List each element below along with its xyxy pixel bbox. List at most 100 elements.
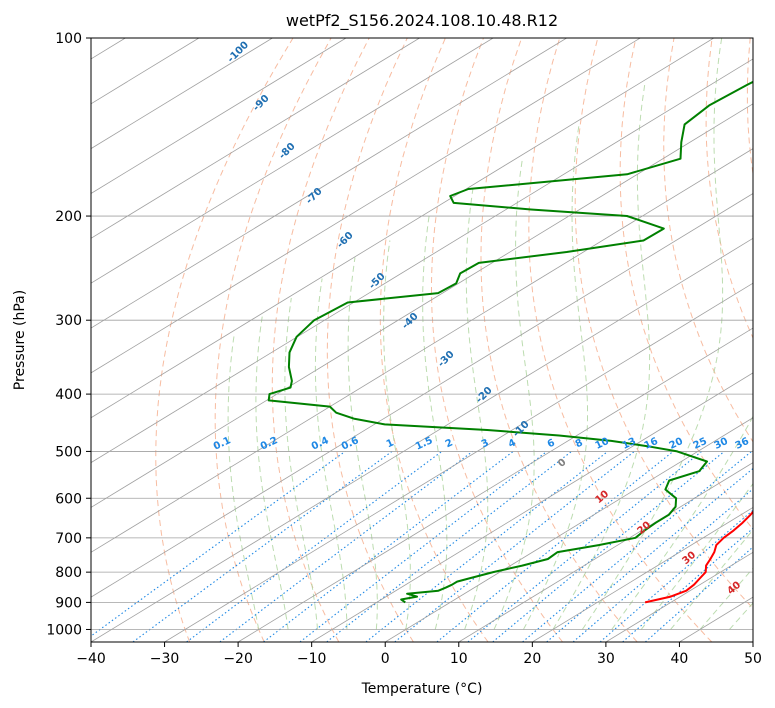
mixing-ratio-label: 0.6 bbox=[340, 435, 361, 452]
mixing-ratio-label: 2 bbox=[444, 437, 455, 450]
mixing-ratio-label: 4 bbox=[507, 437, 518, 450]
mixing-ratio-line bbox=[522, 450, 752, 642]
mixing-ratio-line bbox=[644, 546, 753, 642]
isotherm-line bbox=[91, 148, 753, 553]
y-tick-label: 700 bbox=[55, 531, 82, 547]
mixing-ratio-line bbox=[132, 450, 393, 642]
dry-adiabat-label: -100 bbox=[226, 40, 252, 66]
y-tick-label: 800 bbox=[55, 565, 82, 581]
moist-adiabat-label: 30 bbox=[680, 550, 698, 567]
moist-adiabat-line bbox=[581, 38, 724, 630]
mixing-ratio-line bbox=[546, 467, 753, 642]
dry-adiabat-line bbox=[214, 38, 332, 642]
mixing-ratio-line bbox=[467, 450, 702, 642]
chart-title: wetPf2_S156.2024.108.10.48.R12 bbox=[286, 11, 558, 31]
y-axis-label: Pressure (hPa) bbox=[12, 290, 28, 390]
dry-adiabat-label: -10 bbox=[511, 419, 532, 440]
x-tick-label: 10 bbox=[450, 651, 468, 667]
mixing-ratio-line bbox=[219, 450, 473, 642]
mixing-ratio-line bbox=[186, 450, 443, 642]
y-axis: 1000 900 800 700 600 500 400 300 200 100 bbox=[46, 31, 91, 638]
moist-adiabat-line bbox=[493, 158, 535, 630]
mixing-ratio-label: 36 bbox=[734, 436, 751, 452]
x-axis-label: Temperature (°C) bbox=[361, 681, 483, 697]
dry-adiabat-label: -70 bbox=[304, 186, 325, 207]
dry-adiabat-label: -30 bbox=[436, 349, 457, 370]
isotherm-line bbox=[164, 282, 753, 642]
mixing-ratio-line bbox=[622, 527, 753, 642]
isotherm-line bbox=[752, 641, 753, 642]
moist-adiabat-line bbox=[523, 124, 588, 630]
mixing-ratio-label: 10 bbox=[594, 436, 611, 452]
y-tick-label: 300 bbox=[55, 313, 82, 329]
mixing-ratio-label: 8 bbox=[574, 437, 585, 450]
dry-adiabat-label: -60 bbox=[335, 230, 356, 251]
isotherm-line bbox=[679, 596, 753, 642]
isotherm-line bbox=[91, 38, 200, 105]
isotherm-line bbox=[385, 417, 753, 642]
x-tick-label: 0 bbox=[381, 651, 390, 667]
isotherm-line bbox=[91, 38, 494, 284]
mixing-ratio-label: 25 bbox=[692, 436, 709, 452]
moist-adiabat-line bbox=[314, 278, 348, 630]
dry-adiabat-line bbox=[155, 38, 294, 642]
dry-adiabat-label: -40 bbox=[400, 311, 421, 332]
dry-adiabat-label: -90 bbox=[251, 93, 272, 114]
mixing-ratio-label: 6 bbox=[546, 437, 557, 450]
isotherm-line bbox=[311, 372, 753, 642]
dry-adiabat-line bbox=[619, 38, 753, 531]
x-tick-label: 30 bbox=[597, 651, 615, 667]
y-tick-label: 900 bbox=[55, 595, 82, 611]
mixing-ratio-label: 1 bbox=[385, 437, 396, 450]
y-tick-label: 1000 bbox=[46, 622, 82, 638]
dry-adiabat-line bbox=[326, 38, 414, 642]
y-tick-label: 600 bbox=[55, 491, 82, 507]
mixing-ratio-line bbox=[326, 450, 572, 642]
y-tick-label: 500 bbox=[55, 444, 82, 460]
dry-adiabat-label: -80 bbox=[277, 141, 298, 162]
moist-adiabat-label: 0 bbox=[556, 457, 568, 470]
plot-series bbox=[267, 80, 753, 604]
moist-adiabat-line bbox=[422, 215, 448, 630]
dry-adiabat-line bbox=[528, 38, 713, 642]
isotherm-line bbox=[237, 327, 753, 642]
dry-adiabat-line bbox=[480, 38, 638, 642]
mixing-ratio-label: 20 bbox=[668, 436, 685, 452]
isotherm-line bbox=[91, 193, 753, 598]
mixing-ratio-label: 3 bbox=[480, 437, 491, 450]
moist-adiabat-line bbox=[227, 332, 260, 630]
dry-adiabat-line bbox=[431, 38, 563, 642]
mixing-ratio-label: 1.5 bbox=[414, 435, 435, 452]
isotherm-line bbox=[91, 58, 753, 464]
mixing-ratio-line bbox=[91, 450, 346, 637]
x-tick-label: −20 bbox=[223, 651, 253, 667]
chart-gridlines bbox=[91, 38, 753, 642]
isotherm-line bbox=[91, 38, 567, 329]
dewpoint-profile-line bbox=[267, 80, 753, 604]
x-tick-label: −40 bbox=[76, 651, 106, 667]
x-tick-label: 50 bbox=[744, 651, 762, 667]
isotherm-line bbox=[532, 506, 753, 642]
x-axis: −40 −30 −20 −10 0 10 20 30 40 50 bbox=[76, 642, 762, 667]
mixing-ratio-line bbox=[492, 450, 725, 642]
y-tick-label: 400 bbox=[55, 387, 82, 403]
moist-adiabat-line bbox=[464, 188, 489, 630]
temperature-profile-line bbox=[644, 510, 753, 604]
x-tick-label: −30 bbox=[150, 651, 180, 667]
mixing-ratio-line bbox=[263, 450, 514, 642]
moist-adiabat-line bbox=[255, 315, 289, 630]
moist-adiabat-line bbox=[383, 240, 411, 630]
isotherm-line bbox=[91, 38, 347, 194]
mixing-ratio-label: 16 bbox=[643, 436, 660, 452]
x-tick-label: 20 bbox=[523, 651, 541, 667]
moist-adiabat-line bbox=[284, 297, 318, 630]
moist-adiabat-line bbox=[611, 415, 753, 630]
moist-adiabat-line bbox=[640, 482, 753, 630]
dry-adiabat-line bbox=[271, 38, 370, 642]
isotherm-line bbox=[91, 237, 753, 642]
dry-adiabat-line bbox=[379, 38, 489, 642]
isotherm-line bbox=[458, 462, 753, 642]
mixing-ratio-label: 30 bbox=[713, 436, 730, 452]
dry-adiabat-line bbox=[574, 38, 753, 610]
